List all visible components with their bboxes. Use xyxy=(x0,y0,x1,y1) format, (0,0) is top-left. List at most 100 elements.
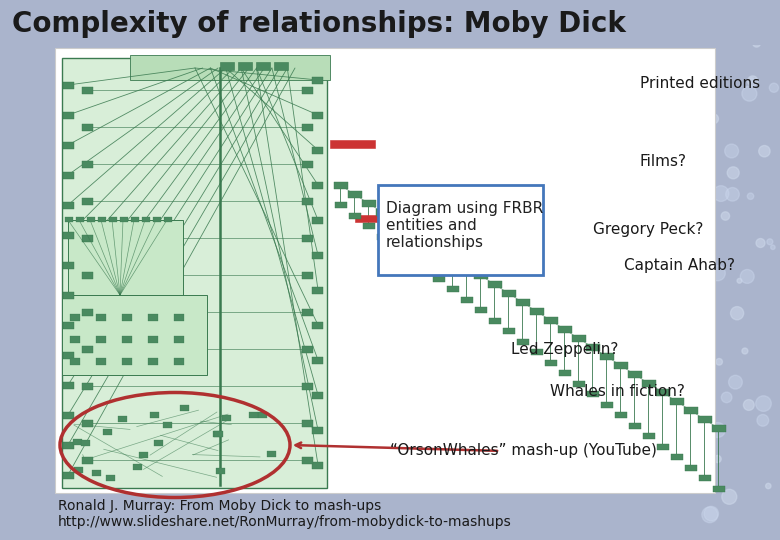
FancyBboxPatch shape xyxy=(312,112,323,119)
FancyBboxPatch shape xyxy=(461,296,473,302)
Circle shape xyxy=(686,411,690,415)
Circle shape xyxy=(714,455,722,463)
FancyBboxPatch shape xyxy=(70,358,80,365)
FancyBboxPatch shape xyxy=(530,308,544,315)
FancyBboxPatch shape xyxy=(615,412,627,418)
FancyBboxPatch shape xyxy=(82,420,93,427)
Text: Diagram using FRBR
entities and
relationships: Diagram using FRBR entities and relation… xyxy=(386,200,543,251)
FancyBboxPatch shape xyxy=(713,485,725,491)
FancyBboxPatch shape xyxy=(446,254,460,261)
FancyBboxPatch shape xyxy=(302,198,313,205)
FancyBboxPatch shape xyxy=(376,209,390,216)
FancyBboxPatch shape xyxy=(302,383,313,390)
FancyBboxPatch shape xyxy=(614,362,628,369)
FancyBboxPatch shape xyxy=(92,470,101,476)
Circle shape xyxy=(742,86,757,101)
FancyBboxPatch shape xyxy=(391,244,403,250)
FancyBboxPatch shape xyxy=(302,272,313,279)
FancyBboxPatch shape xyxy=(302,309,313,316)
FancyBboxPatch shape xyxy=(516,299,530,306)
FancyBboxPatch shape xyxy=(63,292,74,299)
FancyBboxPatch shape xyxy=(488,281,502,288)
FancyBboxPatch shape xyxy=(238,62,252,70)
FancyBboxPatch shape xyxy=(334,182,348,189)
FancyBboxPatch shape xyxy=(256,62,270,70)
FancyBboxPatch shape xyxy=(0,0,780,45)
FancyBboxPatch shape xyxy=(163,422,172,428)
FancyBboxPatch shape xyxy=(419,265,431,271)
FancyBboxPatch shape xyxy=(312,252,323,259)
FancyBboxPatch shape xyxy=(82,309,93,316)
FancyBboxPatch shape xyxy=(601,402,613,408)
Circle shape xyxy=(750,21,754,25)
FancyBboxPatch shape xyxy=(87,217,95,222)
FancyBboxPatch shape xyxy=(109,217,117,222)
FancyBboxPatch shape xyxy=(82,346,93,353)
FancyBboxPatch shape xyxy=(572,335,586,342)
Circle shape xyxy=(747,193,753,199)
FancyBboxPatch shape xyxy=(82,457,93,464)
FancyBboxPatch shape xyxy=(258,412,268,418)
FancyBboxPatch shape xyxy=(62,295,207,375)
FancyBboxPatch shape xyxy=(642,380,656,387)
FancyBboxPatch shape xyxy=(404,227,418,234)
Circle shape xyxy=(729,375,743,389)
Circle shape xyxy=(714,9,725,19)
FancyBboxPatch shape xyxy=(63,112,74,119)
Circle shape xyxy=(711,422,725,437)
FancyBboxPatch shape xyxy=(348,191,362,198)
FancyBboxPatch shape xyxy=(699,475,711,481)
FancyBboxPatch shape xyxy=(502,290,516,297)
Circle shape xyxy=(749,78,754,83)
FancyBboxPatch shape xyxy=(302,87,313,94)
Circle shape xyxy=(722,392,732,403)
FancyBboxPatch shape xyxy=(82,235,93,242)
FancyBboxPatch shape xyxy=(274,62,288,70)
Text: Gregory Peck?: Gregory Peck? xyxy=(593,222,704,237)
Circle shape xyxy=(757,415,768,426)
FancyBboxPatch shape xyxy=(600,353,614,360)
FancyBboxPatch shape xyxy=(312,357,323,364)
Circle shape xyxy=(716,359,722,365)
Circle shape xyxy=(767,239,773,245)
FancyBboxPatch shape xyxy=(559,370,571,376)
FancyBboxPatch shape xyxy=(106,475,115,481)
FancyBboxPatch shape xyxy=(214,431,222,437)
FancyBboxPatch shape xyxy=(249,411,257,418)
Text: Led Zeppelin?: Led Zeppelin? xyxy=(511,342,619,357)
FancyBboxPatch shape xyxy=(447,286,459,292)
FancyBboxPatch shape xyxy=(63,322,74,329)
Circle shape xyxy=(700,89,709,98)
FancyBboxPatch shape xyxy=(212,431,222,437)
FancyBboxPatch shape xyxy=(349,213,361,219)
FancyBboxPatch shape xyxy=(363,223,375,229)
Circle shape xyxy=(756,239,765,247)
FancyBboxPatch shape xyxy=(180,405,190,411)
FancyBboxPatch shape xyxy=(70,336,80,343)
FancyBboxPatch shape xyxy=(312,392,323,399)
FancyBboxPatch shape xyxy=(63,232,74,239)
Text: Complexity of relationships: Moby Dick: Complexity of relationships: Moby Dick xyxy=(12,10,626,38)
FancyBboxPatch shape xyxy=(96,314,106,321)
FancyBboxPatch shape xyxy=(73,440,82,445)
FancyBboxPatch shape xyxy=(82,383,93,390)
FancyBboxPatch shape xyxy=(96,336,106,343)
FancyBboxPatch shape xyxy=(685,464,697,470)
FancyBboxPatch shape xyxy=(671,454,683,460)
FancyBboxPatch shape xyxy=(55,48,715,493)
Circle shape xyxy=(769,83,778,92)
Circle shape xyxy=(713,186,729,201)
FancyBboxPatch shape xyxy=(63,442,74,449)
Circle shape xyxy=(727,167,739,179)
Circle shape xyxy=(705,450,713,457)
FancyBboxPatch shape xyxy=(103,429,112,435)
FancyBboxPatch shape xyxy=(698,416,712,423)
FancyBboxPatch shape xyxy=(81,440,90,446)
FancyBboxPatch shape xyxy=(122,358,132,365)
FancyBboxPatch shape xyxy=(174,314,184,321)
FancyBboxPatch shape xyxy=(164,217,172,222)
FancyBboxPatch shape xyxy=(433,275,445,281)
FancyBboxPatch shape xyxy=(335,202,347,208)
FancyBboxPatch shape xyxy=(63,382,74,389)
Text: “OrsonWhales” mash-up (YouTube): “OrsonWhales” mash-up (YouTube) xyxy=(390,443,657,458)
